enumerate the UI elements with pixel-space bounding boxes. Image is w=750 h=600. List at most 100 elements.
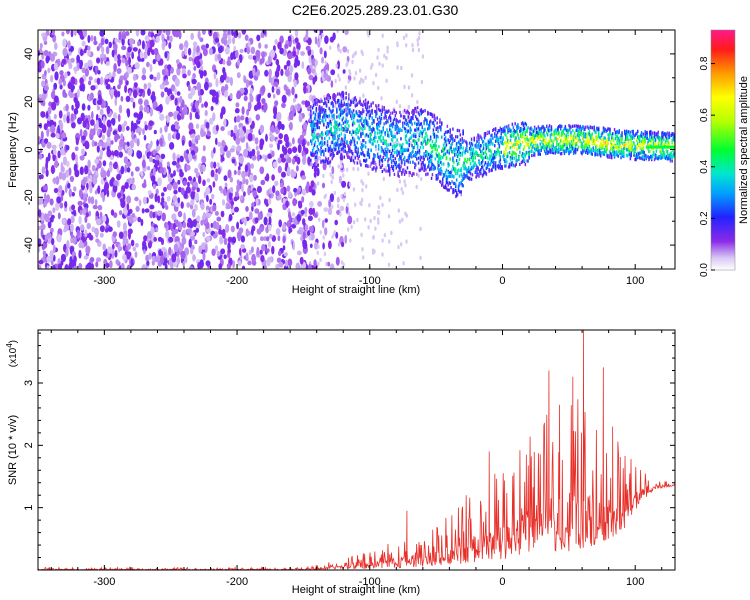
signal-cell [491,133,493,137]
noise-cell [195,228,200,233]
signal-cell [333,135,335,139]
signal-cell [460,146,462,150]
noise-cell [165,96,170,105]
noise-cell [176,91,181,96]
noise-cell [245,142,249,150]
signal-cell [520,135,523,139]
signal-cell [512,131,515,135]
noise-cell [126,203,130,211]
noise-cell [84,68,89,77]
signal-cell [557,128,559,132]
noise-cell [156,139,160,147]
signal-cell [350,140,353,144]
signal-cell [317,98,319,103]
signal-cell [312,163,315,167]
signal-cell [368,116,371,120]
signal-cell [373,127,375,131]
noise-cell [277,165,282,174]
noise-cell [152,211,156,219]
signal-cell [332,155,334,159]
noise-cell [237,59,241,66]
signal-cell [573,137,576,142]
noise-cell [180,187,185,196]
signal-cell [520,127,523,131]
noise-cell [346,202,349,208]
signal-cell [419,130,422,134]
signal-cell [520,122,523,126]
noise-cell [381,238,384,243]
signal-cell [313,143,316,147]
noise-cell [344,30,349,36]
signal-cell [356,141,358,145]
noise-cell [150,226,155,235]
noise-cell [202,211,206,221]
signal-cell [424,154,426,158]
signal-cell [503,153,505,158]
noise-cell [352,187,356,192]
signal-cell [423,157,425,161]
noise-cell [43,85,50,91]
signal-cell [376,126,378,130]
noise-cell [328,163,332,168]
noise-cell [123,120,128,127]
noise-cell [164,221,168,229]
signal-cell [419,155,422,159]
signal-cell [414,162,416,166]
signal-cell [348,149,350,153]
noise-cell [296,165,299,172]
noise-cell [338,77,341,82]
noise-cell [55,176,60,185]
signal-cell [401,161,403,165]
signal-cell [381,169,384,174]
signal-cell [351,114,354,118]
noise-cell [90,196,95,205]
signal-cell [527,151,529,155]
signal-cell [547,150,550,154]
signal-cell [429,112,432,116]
signal-cell [495,152,498,156]
signal-cell [537,152,540,156]
signal-cell [518,155,520,159]
signal-cell [489,148,491,152]
signal-cell [573,131,576,135]
signal-cell [505,147,507,151]
signal-cell [455,152,458,156]
signal-cell [437,164,439,168]
signal-cell [399,110,401,114]
noise-cell [410,93,414,98]
signal-cell [328,96,331,100]
signal-cell [504,152,506,156]
noise-cell [101,169,107,179]
signal-cell [384,111,386,115]
noise-cell [173,189,178,195]
signal-cell [360,151,362,155]
signal-cell [387,163,389,167]
signal-cell [557,148,559,152]
noise-cell [67,82,73,90]
noise-cell [267,256,273,263]
signal-cell [422,146,424,150]
noise-cell [147,47,151,56]
signal-cell [407,156,410,160]
signal-cell [483,163,486,167]
signal-cell [558,131,560,135]
signal-cell [343,140,345,144]
noise-cell [268,76,272,83]
noise-cell [346,49,350,54]
noise-cell [405,43,408,48]
signal-cell [317,115,319,119]
noise-cell [226,204,232,209]
signal-cell [380,139,383,143]
signal-cell [549,133,552,137]
noise-cell [94,158,99,164]
signal-cell [415,128,417,132]
noise-cell [165,78,169,86]
noise-cell [111,243,115,250]
signal-cell [492,136,494,140]
signal-cell [570,125,572,129]
noise-cell [238,155,244,164]
noise-cell [88,80,92,86]
signal-cell [549,135,552,139]
signal-cell [425,172,427,176]
signal-cell [414,107,416,111]
